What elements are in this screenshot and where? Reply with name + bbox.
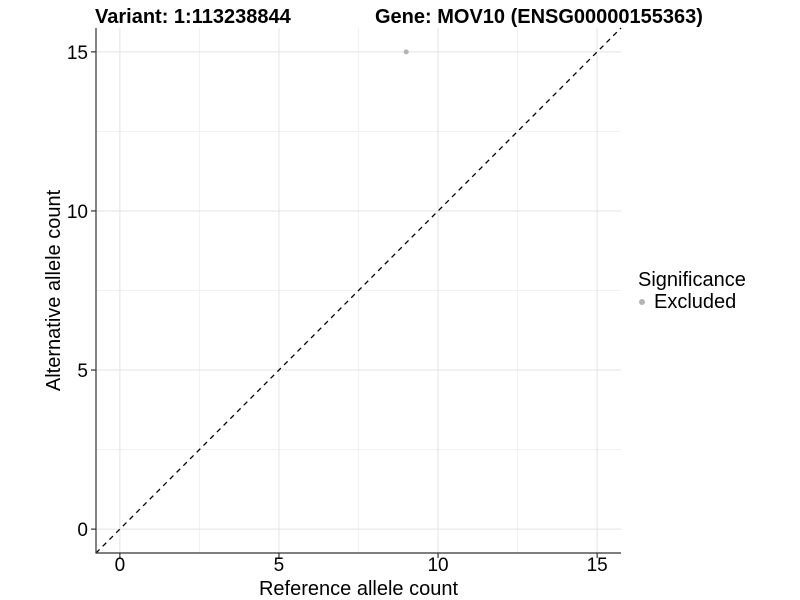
legend-key bbox=[631, 291, 653, 313]
legend-item-excluded: Excluded bbox=[638, 291, 746, 313]
y-axis-title: Alternative allele count bbox=[43, 189, 65, 391]
identity-dashed-line bbox=[95, 27, 622, 554]
y-tick-label: 15 bbox=[67, 43, 88, 64]
legend: Significance Excluded bbox=[638, 269, 746, 313]
axis-lines bbox=[95, 28, 621, 554]
legend-title: Significance bbox=[638, 269, 746, 291]
x-tick-label: 5 bbox=[274, 555, 285, 576]
x-axis-title: Reference allele count bbox=[259, 578, 458, 600]
x-tick-label: 10 bbox=[427, 555, 448, 576]
y-tick-label: 0 bbox=[77, 520, 88, 541]
plot-title-gene: Gene: MOV10 (ENSG00000155363) bbox=[375, 6, 703, 28]
y-tick-label: 10 bbox=[67, 202, 88, 223]
x-tick-label: 15 bbox=[587, 555, 608, 576]
x-tick-label: 0 bbox=[115, 555, 126, 576]
data-point bbox=[403, 49, 409, 55]
y-tick-label: 5 bbox=[77, 361, 88, 382]
plot-title-variant: Variant: 1:113238844 bbox=[95, 6, 291, 28]
legend-point-icon bbox=[639, 299, 645, 305]
legend-item-label: Excluded bbox=[654, 291, 737, 313]
